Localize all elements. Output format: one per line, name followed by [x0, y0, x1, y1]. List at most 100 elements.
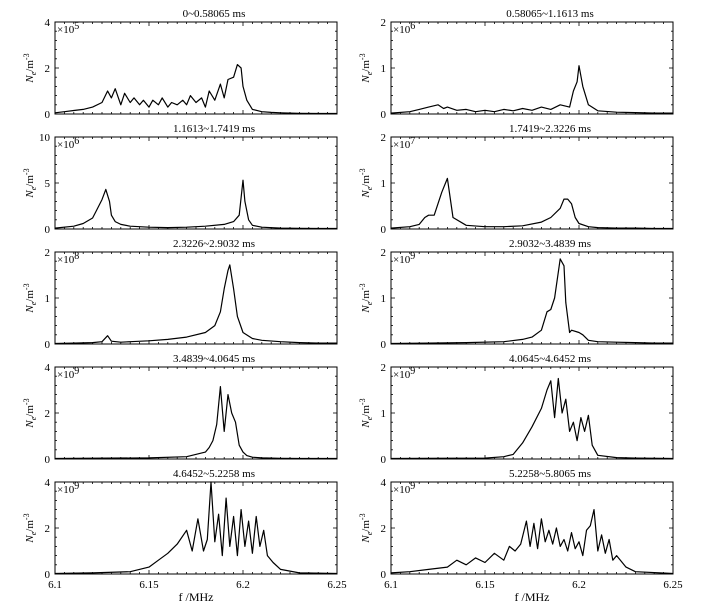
y-tick-label: 0: [45, 109, 51, 121]
y-multiplier-exponent: 5: [74, 21, 79, 32]
y-label-subscript: e: [365, 531, 374, 535]
y-label-symbol: N: [360, 535, 372, 544]
y-label-unit: /m: [24, 520, 36, 532]
y-label-subscript: e: [29, 301, 38, 305]
y-label-unit: /m: [360, 290, 372, 302]
plot-frame: [54, 21, 338, 115]
y-label-superscript: -3: [358, 513, 367, 520]
x-tick-label: 6.1: [48, 579, 62, 591]
y-multiplier: ×107: [393, 136, 415, 151]
y-label-unit: /m: [24, 175, 36, 187]
y-axis-label: Ne/m-3: [358, 513, 374, 543]
y-multiplier-exponent: 9: [410, 251, 415, 262]
y-multiplier: ×106: [57, 136, 79, 151]
y-label-subscript: e: [29, 186, 38, 190]
y-multiplier-base: ×10: [393, 254, 411, 266]
y-label-superscript: -3: [22, 283, 31, 290]
y-tick-label: 1: [381, 293, 387, 305]
y-label-superscript: -3: [22, 168, 31, 175]
y-label-unit: /m: [24, 405, 36, 417]
y-multiplier-base: ×10: [57, 24, 75, 36]
y-label-superscript: -3: [22, 53, 31, 60]
y-label-superscript: -3: [358, 398, 367, 405]
y-multiplier: ×109: [57, 366, 79, 381]
y-tick-label: 0: [381, 224, 387, 236]
series-line: [54, 481, 338, 575]
y-multiplier-base: ×10: [57, 139, 75, 151]
panel-title: 5.2258~5.8065 ms: [509, 468, 591, 480]
series-line: [390, 177, 673, 230]
y-label-subscript: e: [29, 531, 38, 535]
y-tick-label: 0: [45, 569, 51, 581]
y-multiplier-exponent: 6: [410, 21, 415, 32]
y-multiplier-base: ×10: [57, 484, 75, 496]
plot-frame: [390, 481, 674, 575]
y-multiplier: ×109: [57, 481, 79, 496]
panel-6: 0 1 2 ×109 2.9032~3.4839 ms Ne/m-3: [358, 238, 674, 351]
y-tick-label: 10: [39, 132, 51, 144]
x-tick-label: 6.2: [236, 579, 250, 591]
y-axis-label: Ne/m-3: [358, 283, 374, 313]
y-label-unit: /m: [360, 405, 372, 417]
plot-frame: [390, 251, 674, 345]
x-axis-label: f /MHz: [515, 590, 550, 604]
series-line: [54, 63, 337, 115]
plot-frame: [54, 251, 338, 345]
plot-frame: [54, 366, 338, 460]
y-tick-label: 4: [381, 477, 387, 489]
y-multiplier: ×109: [393, 251, 415, 266]
y-label-superscript: -3: [358, 168, 367, 175]
series-line: [54, 386, 337, 460]
y-multiplier-exponent: 8: [74, 251, 79, 262]
series-line: [54, 179, 337, 230]
y-tick-label: 2: [381, 17, 387, 29]
y-axis-label: Ne/m-3: [22, 513, 38, 543]
panel-title: 1.7419~2.3226 ms: [509, 123, 591, 135]
y-tick-label: 2: [45, 523, 51, 535]
panel-9: 0 2 4 ×109 4.6452~5.2258 ms Ne/m-3 6.1 6.15 6.2 6…: [22, 468, 347, 604]
y-label-symbol: N: [360, 75, 372, 84]
y-multiplier: ×108: [57, 251, 79, 266]
y-label-symbol: N: [24, 420, 36, 429]
panel-8: 0 1 2 ×109 4.0645~4.6452 ms Ne/m-3: [358, 353, 674, 466]
y-multiplier-base: ×10: [57, 369, 75, 381]
y-label-unit: /m: [360, 175, 372, 187]
panel-title: 2.3226~2.9032 ms: [173, 238, 255, 250]
y-label-unit: /m: [24, 290, 36, 302]
y-multiplier-base: ×10: [393, 369, 411, 381]
y-tick-label: 4: [45, 362, 51, 374]
y-label-symbol: N: [24, 535, 36, 544]
x-tick-label: 6.25: [327, 579, 347, 591]
panel-title: 4.0645~4.6452 ms: [509, 353, 591, 365]
y-tick-label: 5: [45, 178, 51, 190]
y-tick-label: 0: [381, 109, 387, 121]
y-label-symbol: N: [24, 190, 36, 199]
y-multiplier-base: ×10: [393, 139, 411, 151]
x-tick-label: 6.15: [475, 579, 495, 591]
y-tick-label: 1: [381, 178, 387, 190]
y-multiplier-exponent: 9: [74, 366, 79, 377]
y-tick-label: 2: [381, 362, 387, 374]
y-label-subscript: e: [365, 416, 374, 420]
y-label-unit: /m: [24, 60, 36, 72]
y-tick-label: 0: [45, 454, 51, 466]
y-tick-label: 2: [381, 247, 387, 259]
y-tick-label: 1: [45, 293, 51, 305]
y-label-superscript: -3: [358, 283, 367, 290]
y-label-superscript: -3: [358, 53, 367, 60]
y-label-subscript: e: [29, 416, 38, 420]
y-label-subscript: e: [29, 71, 38, 75]
y-multiplier-base: ×10: [393, 484, 411, 496]
panel-title: 0~0.58065 ms: [183, 8, 246, 20]
y-label-symbol: N: [360, 190, 372, 199]
y-multiplier-exponent: 6: [74, 136, 79, 147]
series-line: [390, 258, 673, 345]
panel-title: 2.9032~3.4839 ms: [509, 238, 591, 250]
y-multiplier-exponent: 9: [74, 481, 79, 492]
y-multiplier: ×106: [393, 21, 415, 36]
y-label-unit: /m: [360, 520, 372, 532]
y-axis-label: Ne/m-3: [358, 53, 374, 83]
y-tick-label: 1: [381, 408, 387, 420]
panel-title: 3.4839~4.0645 ms: [173, 353, 255, 365]
panel-title: 4.6452~5.2258 ms: [173, 468, 255, 480]
